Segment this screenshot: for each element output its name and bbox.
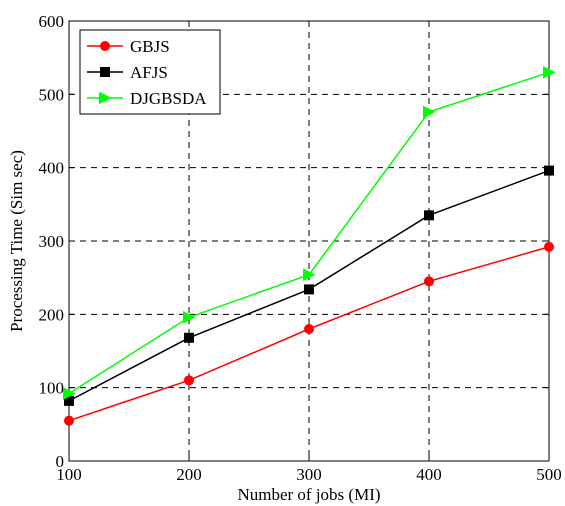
x-tick-label: 500 <box>536 465 562 484</box>
y-tick-label: 600 <box>39 12 65 31</box>
legend-item: AFJS <box>87 63 168 82</box>
data-point <box>63 387 76 400</box>
data-point <box>544 165 554 176</box>
data-point <box>424 210 434 221</box>
legend-marker <box>99 91 112 105</box>
series-afjs <box>64 165 554 406</box>
y-tick-label: 0 <box>56 452 65 471</box>
x-axis-label: Number of jobs (MI) <box>237 485 380 504</box>
x-tick-label: 200 <box>176 465 202 484</box>
grid <box>69 21 549 461</box>
y-tick-label: 300 <box>39 232 65 251</box>
y-tick-label: 100 <box>39 379 65 398</box>
y-tick-label: 400 <box>39 159 65 178</box>
series-djgbsda <box>63 66 556 400</box>
legend: GBJS AFJS DJGBSDA <box>79 29 221 115</box>
x-tick-label: 300 <box>296 465 322 484</box>
data-point <box>544 241 554 252</box>
data-point <box>304 324 314 334</box>
legend-item: DJGBSDA <box>87 89 207 108</box>
data-point <box>423 105 436 119</box>
legend-item: GBJS <box>87 37 170 56</box>
data-point <box>64 415 74 426</box>
x-tick-label: 100 <box>56 465 82 484</box>
data-point <box>184 332 194 343</box>
y-tick-label: 500 <box>39 85 65 104</box>
legend-marker <box>100 41 110 51</box>
data-point <box>303 268 316 282</box>
data-point <box>424 276 434 287</box>
y-tick-label: 200 <box>39 305 65 324</box>
legend-label: DJGBSDA <box>130 89 207 108</box>
legend-label: AFJS <box>130 63 168 82</box>
y-axis-label: Processing Time (Sim sec) <box>7 150 26 332</box>
data-point <box>304 284 314 295</box>
data-point <box>543 66 556 79</box>
data-point <box>184 375 194 386</box>
series-gbjs <box>64 241 554 426</box>
x-tick-label: 400 <box>416 465 442 484</box>
series-group <box>63 66 556 426</box>
legend-label: GBJS <box>130 37 170 56</box>
data-point <box>183 310 196 324</box>
legend-marker <box>100 67 110 77</box>
